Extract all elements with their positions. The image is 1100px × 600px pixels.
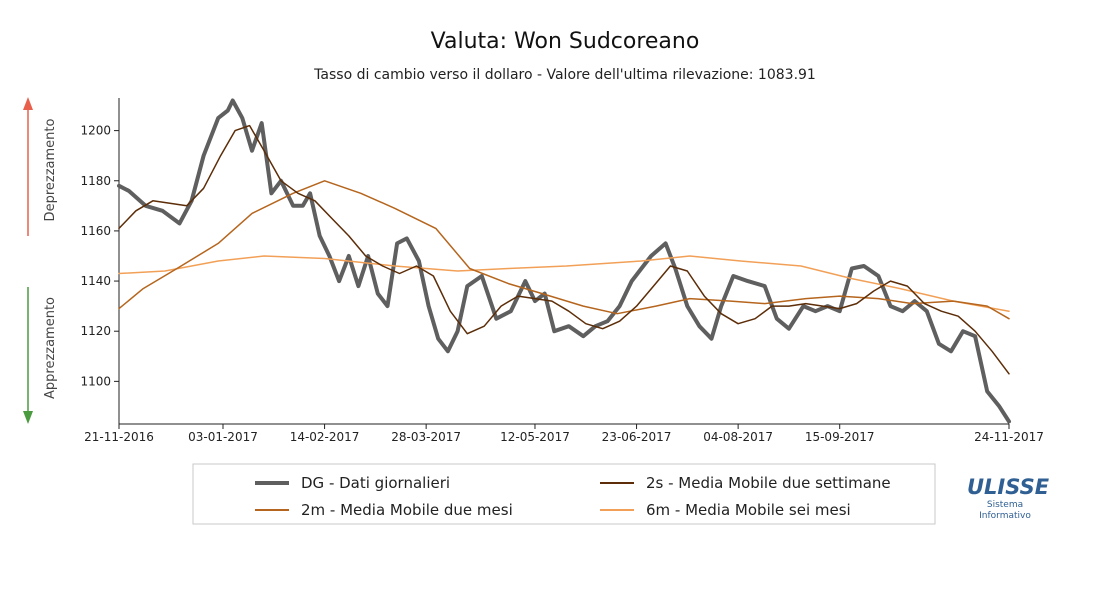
legend [192, 463, 936, 525]
legend-item-2m: 2m - Media Mobile due mesi [255, 501, 513, 519]
x-tick-label: 24-11-2017 [974, 430, 1044, 444]
legend-item-2s: 2s - Media Mobile due settimane [600, 474, 891, 492]
legend-label: DG - Dati giornalieri [301, 474, 450, 492]
y-tick-label: 1200 [80, 124, 111, 138]
chart-title: Valuta: Won Sudcoreano [431, 29, 700, 54]
x-tick-label: 14-02-2017 [290, 430, 360, 444]
x-tick-label: 28-03-2017 [391, 430, 461, 444]
legend-label: 6m - Media Mobile sei mesi [646, 501, 851, 519]
legend-label: 2m - Media Mobile due mesi [301, 501, 513, 519]
y-axis-ticks: 1100 1120 1140 1160 1180 1200 [80, 124, 119, 388]
x-tick-label: 23-06-2017 [602, 430, 672, 444]
x-tick-label: 04-08-2017 [703, 430, 773, 444]
legend-item-6m: 6m - Media Mobile sei mesi [600, 501, 851, 519]
y-tick-label: 1140 [80, 274, 111, 288]
logo-name: ULISSE [967, 475, 1050, 499]
y-tick-label: 1180 [80, 174, 111, 188]
y-tick-label: 1100 [80, 374, 111, 388]
series-lines [117, 98, 1011, 424]
series-line-dg [117, 98, 1011, 424]
appreciation-arrow-icon [23, 287, 33, 424]
appreciation-label: Apprezzamento [43, 297, 58, 399]
x-tick-label: 12-05-2017 [500, 430, 570, 444]
series-line-2s [118, 124, 1010, 375]
logo-tagline: Sistema [987, 500, 1023, 510]
x-axis-ticks: 21-11-2016 03-01-2017 14-02-2017 28-03-2017… [84, 424, 1044, 444]
x-tick-label: 21-11-2016 [84, 430, 154, 444]
y-tick-label: 1120 [80, 324, 111, 338]
x-tick-label: 15-09-2017 [805, 430, 875, 444]
depreciation-arrow-icon [23, 97, 33, 236]
y-tick-label: 1160 [80, 224, 111, 238]
depreciation-label: Deprezzamento [43, 119, 58, 222]
x-tick-label: 03-01-2017 [188, 430, 258, 444]
series-line-6m [118, 255, 1010, 312]
series-line-2m [118, 180, 1010, 320]
legend-label: 2s - Media Mobile due settimane [646, 474, 891, 492]
legend-item-dg: DG - Dati giornalieri [255, 474, 450, 492]
chart-subtitle: Tasso di cambio verso il dollaro - Valor… [313, 67, 816, 83]
ulisse-logo: ULISSE Sistema Informativo [967, 475, 1050, 521]
logo-tagline: Informativo [979, 511, 1031, 521]
